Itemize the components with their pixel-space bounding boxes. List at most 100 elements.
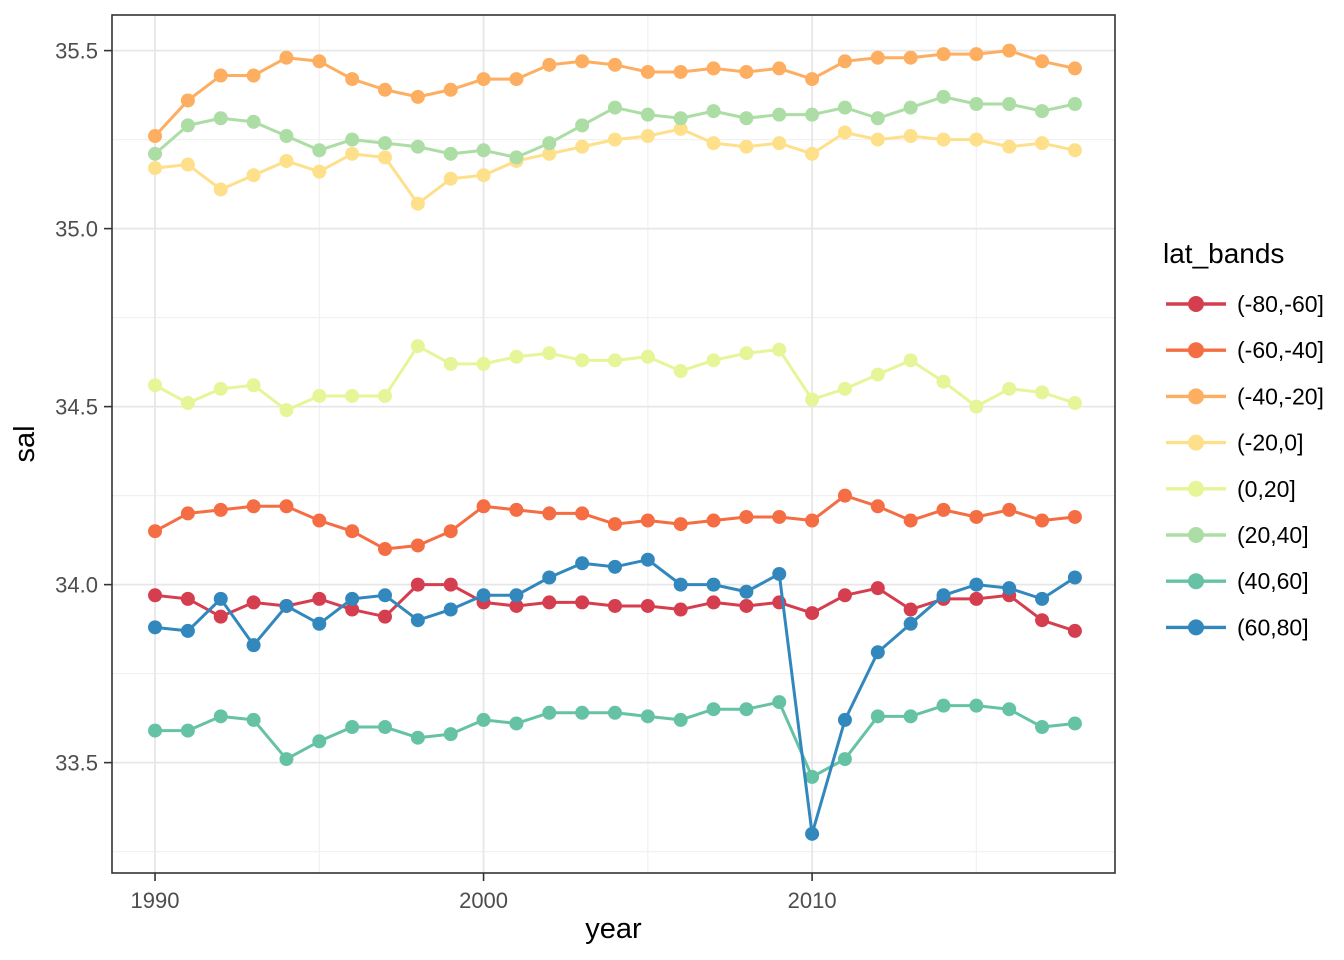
data-point <box>279 403 294 418</box>
data-point <box>148 524 163 539</box>
data-point <box>246 114 261 129</box>
y-tick-label: 34.5 <box>55 395 98 420</box>
data-point <box>969 47 984 62</box>
data-point <box>279 129 294 144</box>
y-tick-label: 34.0 <box>55 573 98 598</box>
data-point <box>279 499 294 514</box>
data-point <box>673 577 688 592</box>
data-point <box>772 107 787 122</box>
y-tick-label: 35.0 <box>55 217 98 242</box>
data-point <box>410 538 425 553</box>
data-point <box>772 342 787 357</box>
data-point <box>607 559 622 574</box>
x-tick-label: 2010 <box>788 888 837 913</box>
data-point <box>575 353 590 368</box>
legend-item-label: (20,40] <box>1237 522 1309 548</box>
data-point <box>410 577 425 592</box>
data-point <box>213 502 228 517</box>
data-point <box>607 100 622 115</box>
data-point <box>739 346 754 361</box>
data-point <box>936 47 951 62</box>
data-point <box>443 602 458 617</box>
series-(40,60] <box>148 695 1082 784</box>
legend-key-point <box>1188 434 1204 451</box>
series-(0,20] <box>148 339 1082 418</box>
data-point <box>509 716 524 731</box>
data-point <box>246 595 261 610</box>
data-point <box>1035 385 1050 400</box>
data-point <box>312 513 327 528</box>
data-point <box>246 68 261 83</box>
data-point <box>345 388 360 403</box>
data-point <box>805 769 820 784</box>
data-point <box>542 570 557 585</box>
data-point <box>903 602 918 617</box>
data-point <box>180 396 195 411</box>
data-point <box>1002 581 1017 596</box>
data-point <box>706 136 721 151</box>
data-point <box>1035 136 1050 151</box>
data-point <box>180 623 195 638</box>
data-point <box>607 705 622 720</box>
data-point <box>345 720 360 735</box>
legend-key-point <box>1188 296 1204 312</box>
data-point <box>443 82 458 97</box>
data-point <box>476 356 491 371</box>
data-point <box>213 182 228 197</box>
data-point <box>180 506 195 521</box>
data-point <box>410 196 425 211</box>
data-point <box>542 506 557 521</box>
data-point <box>706 513 721 528</box>
data-point <box>246 168 261 183</box>
series-(60,80] <box>148 552 1082 841</box>
data-point <box>410 139 425 154</box>
data-point <box>772 509 787 524</box>
data-point <box>575 595 590 610</box>
data-point <box>772 61 787 76</box>
legend-item-(40,60]: (40,60] <box>1166 568 1309 594</box>
data-point <box>476 143 491 158</box>
data-point <box>837 100 852 115</box>
data-point <box>1002 502 1017 517</box>
data-point <box>969 97 984 112</box>
data-point <box>345 524 360 539</box>
legend-key-point <box>1188 388 1204 405</box>
data-point <box>640 552 655 567</box>
data-point <box>706 702 721 717</box>
data-point <box>1035 613 1050 628</box>
data-point <box>410 89 425 104</box>
legend-item-(-40,-20]: (-40,-20] <box>1166 383 1324 409</box>
data-point <box>607 517 622 532</box>
data-point <box>213 68 228 83</box>
data-point <box>148 723 163 738</box>
data-point <box>805 392 820 407</box>
data-point <box>903 50 918 65</box>
data-point <box>443 727 458 742</box>
data-point <box>903 616 918 631</box>
data-point <box>476 712 491 727</box>
data-point <box>1067 396 1082 411</box>
data-point <box>378 542 393 557</box>
data-point <box>476 168 491 183</box>
data-point <box>706 577 721 592</box>
data-point <box>837 54 852 69</box>
data-point <box>476 72 491 87</box>
data-point <box>345 72 360 87</box>
data-point <box>443 577 458 592</box>
data-point <box>1067 97 1082 112</box>
data-point <box>1035 54 1050 69</box>
legend-item-label: (-20,0] <box>1237 430 1303 456</box>
data-point <box>739 509 754 524</box>
legend-key-point <box>1188 480 1204 497</box>
data-point <box>837 125 852 140</box>
data-point <box>246 638 261 653</box>
data-point <box>509 72 524 87</box>
data-point <box>378 609 393 624</box>
legend-key-point <box>1188 619 1204 636</box>
data-point <box>772 695 787 710</box>
data-point <box>837 488 852 503</box>
data-point <box>312 164 327 179</box>
data-point <box>870 581 885 596</box>
data-point <box>148 161 163 176</box>
